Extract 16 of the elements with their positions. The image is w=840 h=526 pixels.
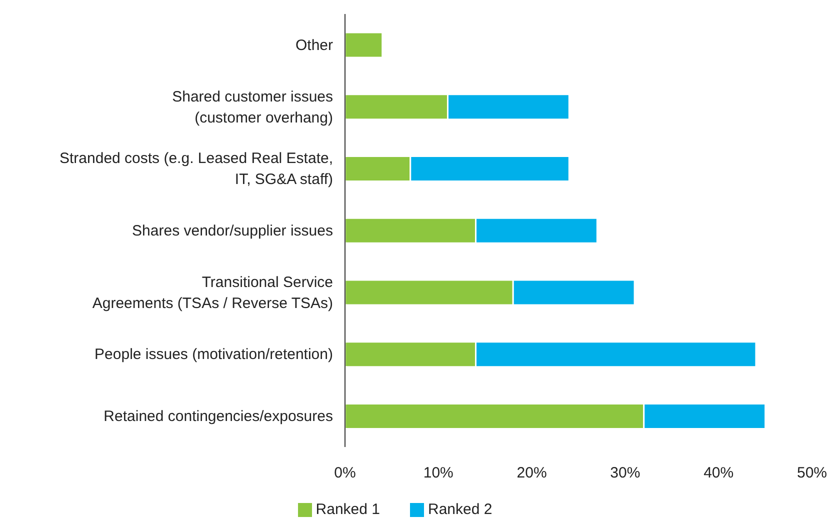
y-tick-label: People issues (motivation/retention) — [94, 346, 333, 363]
x-tick-label: 50% — [796, 464, 828, 482]
x-tick-label: 40% — [704, 464, 734, 482]
y-tick-label: Retained contingencies/exposures — [104, 408, 333, 425]
y-tick-label: Other — [295, 36, 334, 54]
y-tick-label: Stranded costs (e.g. Leased Real Estate, IT, SG&A staff) — [60, 150, 334, 188]
x-tick-label: 20% — [516, 464, 547, 482]
y-tick-label: Shares vendor/supplier issues — [132, 222, 333, 239]
x-tick-label: 0% — [334, 464, 356, 482]
y-tick-label: Transitional Service Agreements (TSAs / Reverse TSAs) — [92, 273, 333, 312]
x-tick-label: 10% — [423, 464, 454, 482]
bar — [345, 32, 384, 58]
y-tick-label: Shared customer issues (customer overhang) — [172, 88, 333, 126]
legend-label: Ranked 2 — [428, 501, 492, 518]
x-tick-label: 30% — [610, 464, 640, 482]
legend-label: Ranked 1 — [316, 501, 380, 518]
